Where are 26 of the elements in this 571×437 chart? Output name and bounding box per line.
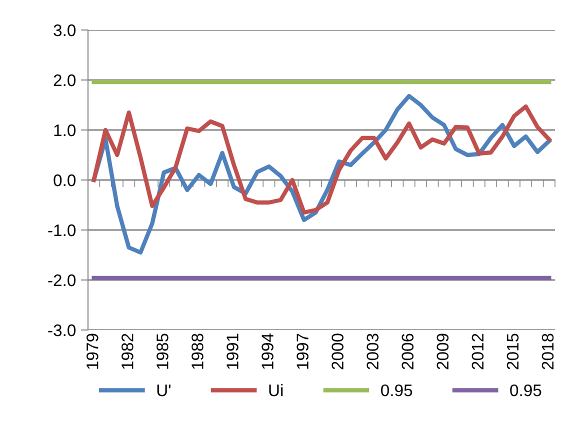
- legend-label: Ui: [269, 384, 283, 396]
- x-tick-label: 2012: [472, 334, 484, 370]
- x-tick-label: 2015: [506, 334, 519, 370]
- x-tick-label: 1994: [262, 333, 274, 369]
- x-tick-label: 1985: [156, 334, 168, 369]
- legend-label: U': [157, 384, 170, 396]
- x-tick-label: 1982: [122, 334, 134, 369]
- x-tick-label: 2000: [332, 334, 344, 370]
- x-tick-label: 2009: [436, 334, 449, 370]
- x-tick-label: 2003: [366, 334, 379, 370]
- legend-label: 0.95: [381, 384, 412, 396]
- x-tick-label: 1997: [296, 334, 308, 369]
- line-series: [92, 104, 552, 215]
- y-tick-label: -2.0: [48, 274, 76, 286]
- x-tick-label: 1991: [226, 334, 238, 369]
- x-tick-label: 2018: [542, 334, 554, 370]
- x-tick-label: 1988: [192, 334, 204, 369]
- y-tick-label: 1.0: [54, 124, 76, 136]
- legend-label: 0.95: [510, 384, 542, 396]
- y-tick-label: 3.0: [54, 24, 76, 36]
- x-tick-label: 2006: [402, 334, 414, 370]
- x-tick-label: 1979: [86, 334, 98, 369]
- y-tick-label: 2.0: [54, 74, 76, 86]
- y-tick-label: 0.0: [54, 174, 76, 186]
- y-tick-label: -1.0: [48, 224, 76, 236]
- y-tick-label: -3.0: [48, 324, 76, 336]
